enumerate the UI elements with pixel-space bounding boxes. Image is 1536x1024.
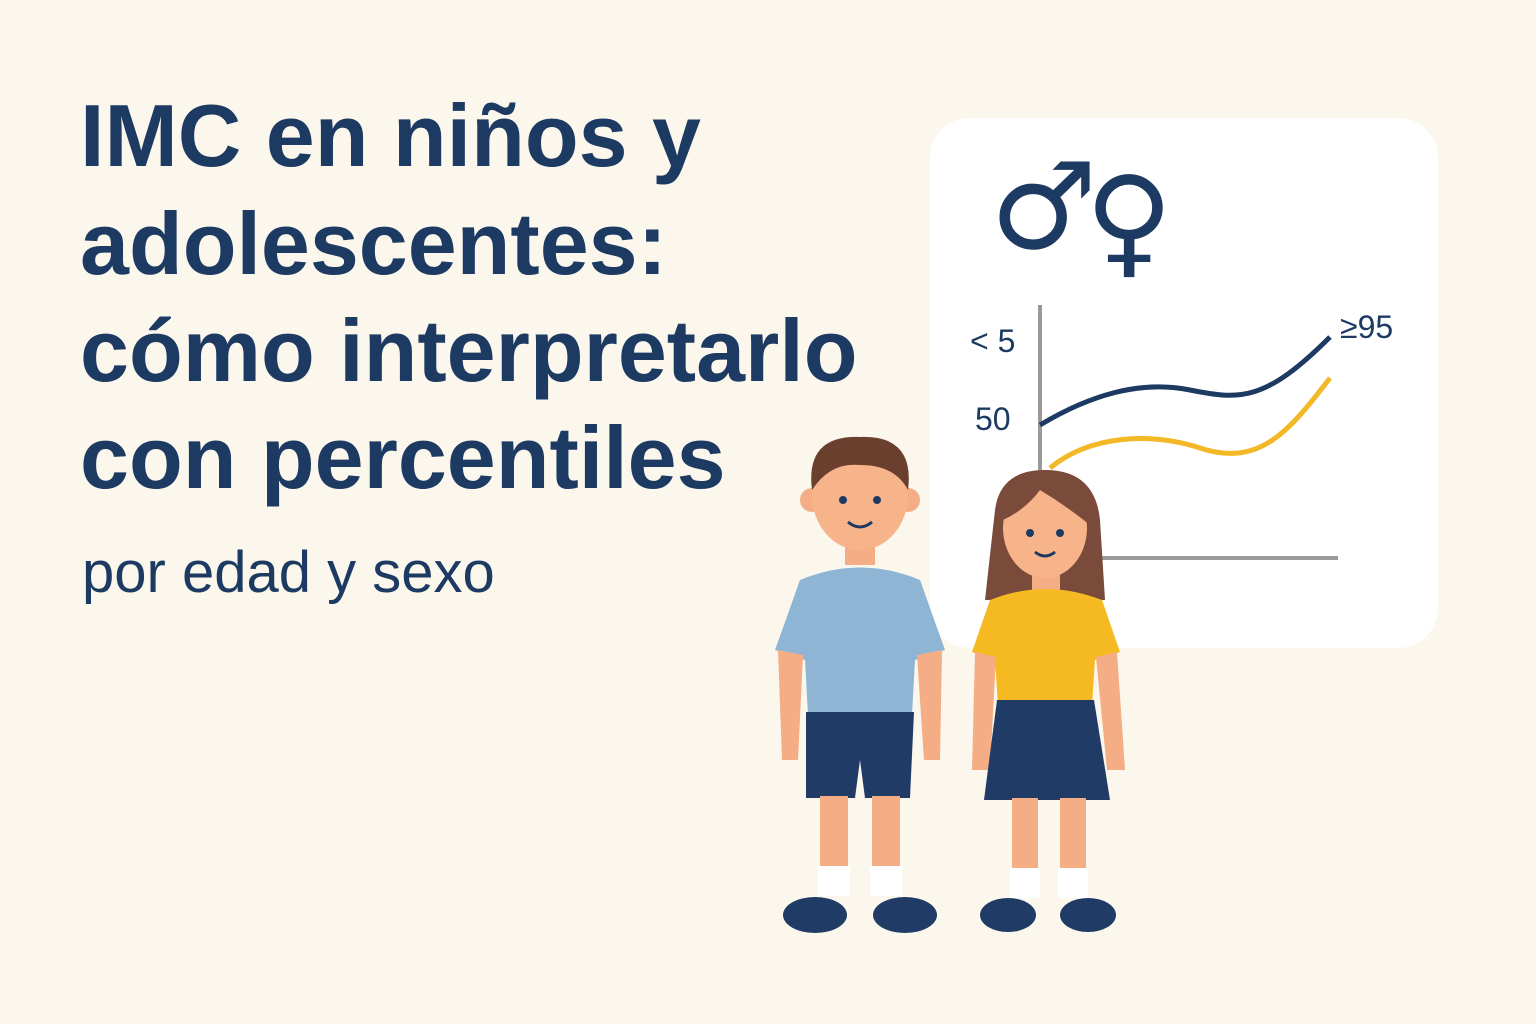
- shirt: [972, 589, 1120, 705]
- title-line: con percentiles: [80, 408, 726, 507]
- sock: [818, 866, 850, 896]
- leg: [820, 796, 848, 871]
- sock: [1058, 868, 1088, 898]
- title-line: cómo interpretarlo: [80, 301, 857, 400]
- title-line: adolescentes:: [80, 194, 667, 293]
- eye: [873, 496, 881, 504]
- shoe: [980, 898, 1036, 932]
- mouth: [1034, 550, 1056, 558]
- arm: [778, 650, 803, 760]
- shoe: [783, 897, 847, 933]
- shorts: [806, 712, 914, 798]
- eye: [1056, 529, 1064, 537]
- arm: [917, 650, 942, 760]
- shoe: [873, 897, 937, 933]
- curve: [1048, 376, 1332, 470]
- sock: [1010, 868, 1040, 898]
- male-symbol: ♂: [990, 138, 1098, 277]
- label: < 5: [970, 323, 1015, 359]
- arm: [972, 652, 996, 770]
- boy: [775, 436, 945, 933]
- arm: [1096, 652, 1125, 770]
- skirt: [984, 700, 1110, 800]
- girl: [972, 470, 1125, 932]
- mouth: [847, 520, 873, 529]
- leg: [872, 796, 900, 871]
- label: ≥95: [1340, 309, 1393, 345]
- shirt: [775, 567, 945, 715]
- hair: [811, 436, 909, 490]
- eye: [1026, 529, 1034, 537]
- eye: [839, 496, 847, 504]
- shoe: [1060, 898, 1116, 932]
- label: 50: [975, 401, 1011, 437]
- sock: [870, 866, 902, 896]
- leg: [1012, 798, 1038, 873]
- subtitle: por edad y sexo: [82, 540, 495, 605]
- title-line: IMC en niños y: [80, 86, 701, 185]
- female-symbol: ♀: [1085, 152, 1173, 291]
- leg: [1060, 798, 1086, 873]
- curve: [1038, 335, 1332, 428]
- hair: [1003, 475, 1090, 525]
